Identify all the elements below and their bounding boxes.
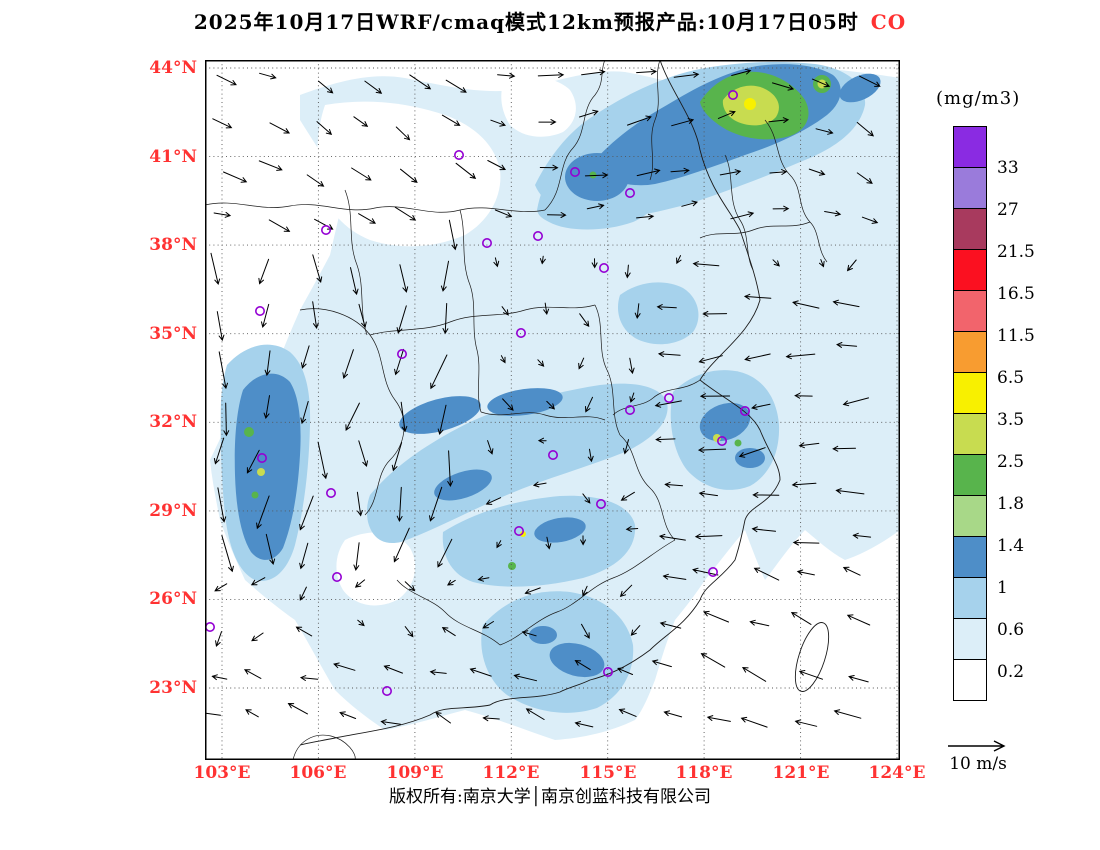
colorbar-segment — [953, 659, 987, 701]
map-border — [205, 60, 900, 760]
wind-scale-label: 10 m/s — [949, 754, 1007, 774]
colorbar-segment — [953, 618, 987, 660]
lat-tick-label: 26°N — [149, 589, 197, 609]
colorbar-segment — [953, 331, 987, 373]
station-marker — [321, 225, 332, 236]
station-marker — [532, 231, 543, 242]
station-marker — [515, 327, 526, 338]
colorbar-level-label: 11.5 — [997, 326, 1035, 346]
lat-tick-label: 41°N — [149, 147, 197, 167]
colorbar-unit: (mg/m3) — [936, 88, 1021, 109]
colorbar-segment — [953, 413, 987, 455]
page-title: 2025年10月17日WRF/cmaq模式12km预报产品:10月17日05时 C… — [0, 6, 1100, 35]
lon-tick-label: 106°E — [289, 763, 347, 783]
species-label: CO — [870, 10, 907, 34]
colorbar-level-label: 33 — [997, 158, 1019, 178]
station-marker — [739, 405, 750, 416]
colorbar-level-label: 3.5 — [997, 410, 1025, 430]
colorbar-segment — [953, 167, 987, 209]
colorbar-level-label: 2.5 — [997, 452, 1025, 472]
lon-tick-label: 112°E — [482, 763, 540, 783]
colorbar-level-label: 1.8 — [997, 494, 1025, 514]
colorbar-level-label: 6.5 — [997, 368, 1025, 388]
station-marker — [595, 498, 606, 509]
lon-tick-label: 121°E — [772, 763, 830, 783]
colorbar-level-label: 1.4 — [997, 536, 1025, 556]
station-marker — [254, 306, 265, 317]
colorbar-segment — [953, 249, 987, 291]
lat-tick-label: 32°N — [149, 412, 197, 432]
colorbar-segment — [953, 495, 987, 537]
station-marker — [727, 89, 738, 100]
lon-tick-label: 103°E — [193, 763, 251, 783]
colorbar-level-label: 0.2 — [997, 662, 1025, 682]
lat-tick-label: 23°N — [149, 678, 197, 698]
station-marker — [707, 566, 718, 577]
province-boundaries — [204, 59, 830, 761]
lat-tick-label: 29°N — [149, 501, 197, 521]
station-markers — [205, 89, 750, 696]
station-marker — [326, 487, 337, 498]
colorbar-segment — [953, 290, 987, 332]
lon-tick-label: 118°E — [675, 763, 733, 783]
station-marker — [624, 404, 635, 415]
colorbar-segment — [953, 577, 987, 619]
colorbar-segment — [953, 208, 987, 250]
copyright-footer: 版权所有:南京大学│南京创蓝科技有限公司 — [389, 787, 711, 807]
station-marker — [332, 571, 343, 582]
station-marker — [397, 348, 408, 359]
map-canvas — [196, 59, 900, 761]
colorbar-level-label: 27 — [997, 200, 1019, 220]
concentration-field — [210, 62, 900, 740]
colorbar-segment — [953, 454, 987, 496]
station-marker — [454, 150, 465, 161]
station-marker — [513, 525, 524, 536]
lat-tick-label: 44°N — [149, 58, 197, 78]
colorbar-level-label: 0.6 — [997, 620, 1025, 640]
wind-scale-arrow-icon — [948, 740, 1006, 752]
wind-vectors — [196, 68, 881, 728]
title-text: 2025年10月17日WRF/cmaq模式12km预报产品:10月17日05时 — [193, 10, 859, 34]
station-marker — [624, 188, 635, 199]
colorbar — [953, 126, 987, 701]
colorbar-level-label: 21.5 — [997, 242, 1035, 262]
station-marker — [256, 452, 267, 463]
station-marker — [481, 238, 492, 249]
station-marker — [382, 685, 393, 696]
station-marker — [547, 449, 558, 460]
colorbar-level-label: 1 — [997, 578, 1008, 598]
station-marker — [598, 263, 609, 274]
station-marker — [663, 392, 674, 403]
lon-tick-label: 115°E — [579, 763, 637, 783]
station-marker — [205, 621, 215, 632]
lon-tick-label: 109°E — [386, 763, 444, 783]
station-marker — [602, 666, 613, 677]
lat-tick-label: 35°N — [149, 324, 197, 344]
lon-tick-label: 124°E — [868, 763, 926, 783]
forecast-map — [196, 59, 900, 761]
coastline — [299, 59, 781, 746]
station-marker — [569, 167, 580, 178]
colorbar-segment — [953, 536, 987, 578]
lat-tick-label: 38°N — [149, 235, 197, 255]
colorbar-segment — [953, 372, 987, 414]
colorbar-level-label: 16.5 — [997, 284, 1035, 304]
station-marker — [716, 435, 727, 446]
colorbar-segment — [953, 126, 987, 168]
